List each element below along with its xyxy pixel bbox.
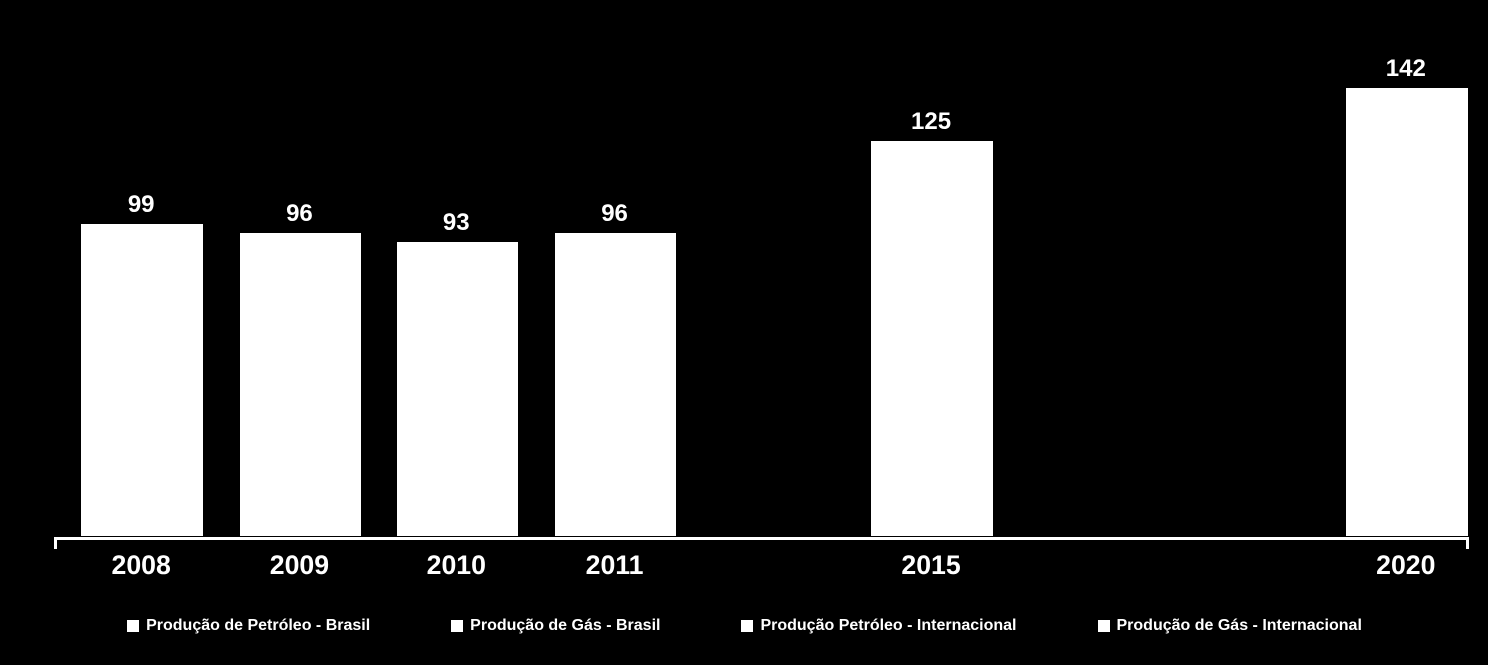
- bar-value-label: 125: [911, 108, 951, 136]
- x-axis-label: 2008: [112, 550, 171, 581]
- bar-value-label: 96: [601, 200, 628, 228]
- plot-area: 99 96 93 96 125 142: [55, 35, 1468, 540]
- bar: [239, 232, 363, 537]
- bar: [80, 223, 204, 537]
- legend-item: Produção Petróleo - Internacional: [740, 617, 1016, 635]
- legend-swatch: [450, 619, 464, 633]
- bar: [1345, 87, 1469, 537]
- x-axis-label: 2020: [1376, 550, 1435, 581]
- bar: [870, 140, 994, 537]
- x-axis: 2008 2009 2010 2011 2015 2020: [55, 550, 1468, 590]
- bar-value-label: 96: [286, 200, 313, 228]
- x-axis-label: 2010: [427, 550, 486, 581]
- bar: [554, 232, 678, 537]
- chart-container: 99969396125142 200820092010201120152020 …: [0, 0, 1488, 665]
- axis-tick-left: [54, 537, 57, 549]
- x-axis-label: 2009: [270, 550, 329, 581]
- legend-swatch: [1097, 619, 1111, 633]
- legend-item: Produção de Gás - Brasil: [450, 617, 660, 635]
- axis-tick-right: [1466, 537, 1469, 549]
- legend-label: Produção de Gás - Brasil: [470, 617, 660, 635]
- bar-value-label: 142: [1386, 55, 1426, 83]
- chart-legend: Produção de Petróleo - Brasil Produção de…: [0, 617, 1488, 635]
- bar-value-label: 93: [443, 209, 470, 237]
- legend-swatch: [740, 619, 754, 633]
- legend-label: Produção Petróleo - Internacional: [760, 617, 1016, 635]
- legend-label: Produção de Gás - Internacional: [1117, 617, 1362, 635]
- legend-item: Produção de Gás - Internacional: [1097, 617, 1362, 635]
- x-axis-label: 2015: [901, 550, 960, 581]
- legend-item: Produção de Petróleo - Brasil: [126, 617, 370, 635]
- bar: [396, 241, 520, 537]
- legend-swatch: [126, 619, 140, 633]
- x-axis-label: 2011: [586, 550, 644, 581]
- legend-label: Produção de Petróleo - Brasil: [146, 617, 370, 635]
- bar-value-label: 99: [128, 191, 155, 219]
